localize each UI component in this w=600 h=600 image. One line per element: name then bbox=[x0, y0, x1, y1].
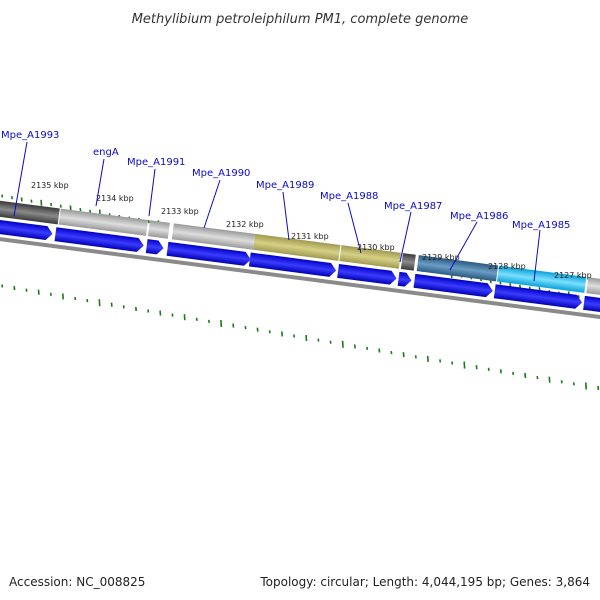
gene-label[interactable]: engA bbox=[93, 147, 119, 158]
feature-segment-gray bbox=[147, 220, 170, 239]
gene-label[interactable]: Mpe_A1988 bbox=[320, 191, 378, 202]
leader-line bbox=[203, 179, 221, 229]
genome-summary: Topology: circular; Length: 4,044,195 bp… bbox=[259, 575, 590, 589]
accession-label: Accession: NC_008825 bbox=[9, 575, 145, 589]
kbp-label: 2128 kbp bbox=[488, 262, 526, 271]
cds-arrow bbox=[166, 241, 251, 266]
kbp-labels: 2135 kbp 2134 kbp 2133 kbp 2132 kbp 2131… bbox=[31, 181, 592, 280]
gene-label[interactable]: Mpe_A1991 bbox=[127, 157, 185, 168]
gene-label[interactable]: Mpe_A1990 bbox=[192, 168, 250, 179]
leader-line bbox=[148, 168, 156, 217]
cds-arrow bbox=[493, 284, 583, 309]
kbp-label: 2127 kbp bbox=[554, 271, 592, 280]
leader-line bbox=[399, 211, 412, 263]
feature-segment-gray bbox=[171, 223, 256, 250]
map-title: Methylibium petroleiphilum PM1, complete… bbox=[132, 12, 469, 27]
leader-line bbox=[13, 141, 28, 217]
kbp-label: 2129 kbp bbox=[422, 253, 460, 262]
cds-arrow bbox=[397, 271, 412, 287]
gene-label[interactable]: Mpe_A1985 bbox=[512, 220, 570, 231]
gene-leader-lines bbox=[13, 141, 541, 282]
cds-arrow bbox=[54, 227, 144, 252]
gene-label[interactable]: Mpe_A1986 bbox=[450, 211, 508, 222]
leader-line bbox=[533, 229, 541, 282]
gc-content-dots-lower bbox=[1, 284, 600, 391]
kbp-label: 2133 kbp bbox=[161, 207, 199, 216]
feature-segment-olive bbox=[253, 233, 341, 261]
cds-arrow bbox=[0, 217, 53, 240]
leader-line bbox=[282, 191, 290, 241]
cds-arrow bbox=[337, 263, 397, 285]
gene-labels: Mpe_A1993 engA Mpe_A1991 Mpe_A1990 Mpe_A… bbox=[1, 130, 570, 231]
gene-label[interactable]: Mpe_A1993 bbox=[1, 130, 59, 141]
feature-segment-cyan bbox=[497, 265, 587, 293]
gene-label[interactable]: Mpe_A1989 bbox=[256, 180, 314, 191]
kbp-label: 2132 kbp bbox=[226, 220, 264, 229]
feature-segment-dark bbox=[0, 199, 60, 225]
feature-segment-steel bbox=[416, 255, 499, 282]
genome-backbone bbox=[0, 233, 600, 328]
feature-segment-gray bbox=[58, 208, 149, 236]
kbp-label: 2135 kbp bbox=[31, 181, 69, 190]
kbp-label: 2131 kbp bbox=[291, 232, 329, 241]
kbp-label: 2134 kbp bbox=[96, 194, 134, 203]
kbp-label: 2130 kbp bbox=[357, 243, 395, 252]
leader-line bbox=[347, 202, 362, 254]
leader-line bbox=[95, 158, 105, 207]
cds-arrow bbox=[413, 273, 493, 298]
feature-segment-dark bbox=[400, 253, 416, 271]
cds-arrow bbox=[248, 252, 337, 277]
feature-track bbox=[0, 199, 600, 328]
leader-line bbox=[449, 221, 478, 271]
feature-segment-olive bbox=[339, 245, 401, 269]
cds-arrow bbox=[145, 239, 164, 255]
gene-label[interactable]: Mpe_A1987 bbox=[384, 201, 442, 212]
